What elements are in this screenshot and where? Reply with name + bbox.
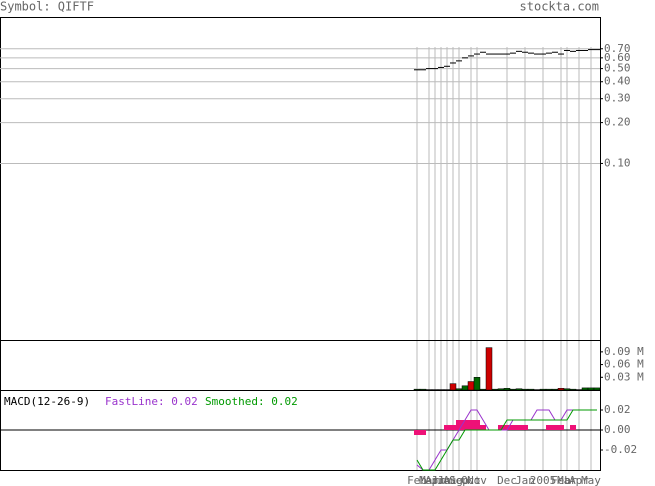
macd-histogram-bar	[420, 430, 426, 435]
volume-bar	[503, 388, 511, 391]
volume-bar	[413, 388, 421, 391]
x-tick-label: Oct	[461, 474, 481, 486]
x-tick-label: 2005	[530, 474, 557, 486]
x-tick-label: Feb	[551, 474, 571, 486]
volume-bar	[563, 388, 571, 391]
volume-bar	[521, 388, 529, 391]
volume-bar	[485, 347, 493, 391]
legend-entry: FastLine: 0.02	[105, 395, 198, 408]
y-tick-label: 0.02	[604, 403, 631, 416]
volume-bar	[449, 383, 457, 391]
macd-line	[416, 409, 597, 471]
y-tick-label: 0.40	[604, 75, 631, 88]
volume-bar	[455, 388, 463, 391]
macd-histogram-bar	[522, 425, 528, 430]
volume-bar	[557, 388, 565, 391]
macd-title: MACD(12-26-9)	[4, 395, 90, 408]
volume-bar	[539, 388, 547, 391]
volume-bar	[527, 388, 535, 391]
macd-histogram-bar	[558, 425, 564, 430]
y-tick-label: -0.02	[604, 443, 637, 456]
volume-bar	[587, 387, 595, 391]
x-tick-label: Jun	[431, 474, 451, 486]
x-tick-label: Mar	[419, 474, 439, 486]
macd-histogram-bar	[570, 425, 576, 430]
volume-bar	[461, 385, 469, 391]
volume-bar	[467, 381, 475, 391]
x-tick-label: Mar	[557, 474, 577, 486]
macd-histogram-bar	[462, 420, 468, 430]
x-tick-label: Apr	[425, 474, 445, 486]
y-tick-label: 0.09 M	[604, 345, 644, 358]
volume-bar	[419, 388, 427, 391]
site-label: stockta.com	[520, 0, 599, 14]
macd-histogram-bar	[456, 420, 462, 430]
legend-entry: Smoothed: 0.02	[205, 395, 298, 408]
volume-bar	[569, 388, 577, 391]
volume-bar	[515, 388, 523, 391]
x-tick-label: Sep	[449, 474, 469, 486]
macd-histogram-bar	[546, 425, 552, 430]
x-tick-label: Dec	[497, 474, 517, 486]
symbol-label: Symbol: QIFTF	[0, 0, 94, 14]
volume-bar	[479, 388, 487, 391]
panel-frame	[0, 17, 601, 341]
volume-bar	[545, 388, 553, 391]
macd-histogram-bar	[444, 425, 450, 430]
macd-histogram-bar	[516, 425, 522, 430]
x-tick-label: May	[581, 474, 601, 486]
y-tick-label: 0.60	[604, 51, 631, 64]
x-tick-label: Apr	[569, 474, 589, 486]
macd-histogram-bar	[414, 430, 420, 435]
volume-bar	[473, 377, 481, 391]
volume-bar	[509, 388, 517, 391]
volume-bar	[497, 388, 505, 391]
volume-bar	[581, 387, 589, 391]
macd-histogram-bar	[450, 425, 456, 430]
x-tick-label: Nov	[467, 474, 487, 486]
y-tick-label: 0.20	[604, 116, 631, 129]
volume-bar	[593, 387, 601, 391]
y-tick-label: 0.70	[604, 42, 631, 55]
volume-bar	[491, 388, 499, 391]
x-tick-label: Aug	[443, 474, 463, 486]
macd-histogram-bar	[504, 425, 510, 430]
macd-histogram-bar	[552, 425, 558, 430]
y-tick-label: 0.03 M	[604, 370, 644, 383]
macd-histogram-bar	[510, 425, 516, 430]
volume-bar	[551, 388, 559, 391]
macd-histogram-bar	[474, 420, 480, 430]
macd-histogram-bar	[498, 425, 504, 430]
x-tick-label: Jan	[515, 474, 535, 486]
y-tick-label: 0.50	[604, 62, 631, 75]
y-tick-label: 0.00	[604, 423, 631, 436]
y-tick-label: 0.30	[604, 92, 631, 105]
macd-histogram-bar	[468, 420, 474, 430]
x-tick-label: Jul	[437, 474, 457, 486]
y-tick-label: 0.10	[604, 156, 631, 169]
x-tick-label: Feb	[407, 474, 427, 486]
y-tick-label: 0.06 M	[604, 358, 644, 371]
panel-frame	[0, 340, 601, 391]
macd-histogram-bar	[480, 425, 486, 430]
